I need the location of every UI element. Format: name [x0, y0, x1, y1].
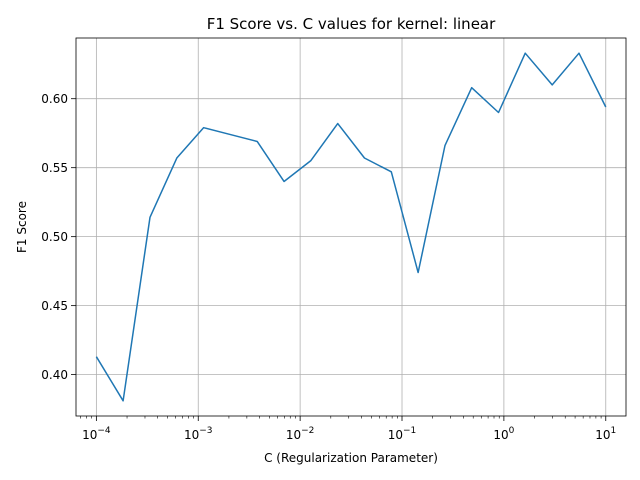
- x-tick-label: 100: [493, 426, 514, 442]
- x-tick-label: 10−4: [82, 426, 111, 442]
- x-tick-label: 10−3: [184, 426, 213, 442]
- axes-frame: [75, 37, 627, 417]
- y-tick-label: 0.40: [41, 368, 68, 382]
- plot-area: [76, 38, 626, 416]
- x-tick-label: 10−1: [388, 426, 417, 442]
- data-series: [95, 52, 607, 402]
- axes-spines: [75, 37, 627, 417]
- x-tick-label: 10−2: [286, 426, 315, 442]
- y-tick-label: 0.45: [41, 299, 68, 313]
- x-axis-label: C (Regularization Parameter): [264, 451, 438, 465]
- axis-ticks: 10−4 10−3 10−2 10−1 100 101 0.40 0.45 0.50 0.55 0.…: [41, 92, 616, 442]
- y-axis-label: F1 Score: [15, 201, 29, 253]
- grid-lines: [76, 38, 626, 416]
- series-line: [95, 52, 607, 402]
- x-tick-label: 101: [595, 426, 616, 442]
- y-tick-label: 0.55: [41, 161, 68, 175]
- y-tick-label: 0.50: [41, 230, 68, 244]
- y-tick-label: 0.60: [41, 92, 68, 106]
- chart-title: F1 Score vs. C values for kernel: linear: [207, 15, 496, 33]
